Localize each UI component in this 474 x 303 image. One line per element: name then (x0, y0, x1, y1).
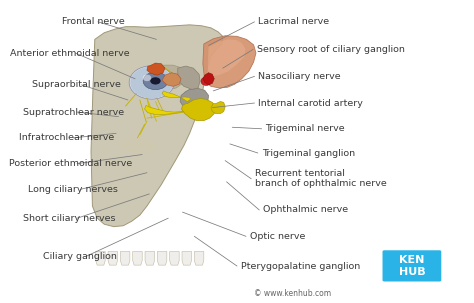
Polygon shape (211, 102, 225, 114)
Polygon shape (208, 39, 246, 76)
Ellipse shape (118, 138, 156, 153)
Text: Trigeminal ganglion: Trigeminal ganglion (262, 148, 355, 158)
Text: Recurrent tentorial
branch of ophthalmic nerve: Recurrent tentorial branch of ophthalmic… (255, 169, 387, 188)
Ellipse shape (143, 72, 168, 90)
Polygon shape (203, 36, 256, 88)
Text: Anterior ethmoidal nerve: Anterior ethmoidal nerve (10, 48, 130, 58)
Text: Ophthalmic nerve: Ophthalmic nerve (263, 205, 348, 215)
Text: Posterior ethmoidal nerve: Posterior ethmoidal nerve (9, 159, 133, 168)
Polygon shape (108, 251, 118, 265)
Polygon shape (147, 63, 165, 75)
Polygon shape (162, 73, 181, 86)
Polygon shape (133, 251, 142, 265)
Text: Internal carotid artery: Internal carotid artery (258, 98, 363, 108)
Polygon shape (180, 88, 209, 112)
Polygon shape (194, 251, 204, 265)
Polygon shape (157, 251, 167, 265)
Polygon shape (145, 105, 185, 115)
Polygon shape (162, 91, 191, 102)
Text: Infratrochlear nerve: Infratrochlear nerve (19, 133, 114, 142)
Text: Supraorbital nerve: Supraorbital nerve (32, 80, 121, 89)
Text: Supratrochlear nerve: Supratrochlear nerve (23, 108, 124, 117)
Polygon shape (91, 25, 223, 227)
Polygon shape (170, 251, 179, 265)
Polygon shape (182, 98, 216, 121)
Polygon shape (182, 251, 191, 265)
Text: Optic nerve: Optic nerve (250, 232, 305, 241)
Text: Lacrimal nerve: Lacrimal nerve (258, 17, 329, 26)
Text: Nasociliary nerve: Nasociliary nerve (258, 72, 341, 81)
Polygon shape (137, 65, 187, 90)
FancyBboxPatch shape (383, 250, 441, 281)
Polygon shape (145, 251, 155, 265)
Ellipse shape (143, 75, 151, 81)
Ellipse shape (129, 66, 174, 99)
Polygon shape (96, 251, 105, 265)
Ellipse shape (130, 67, 173, 98)
Polygon shape (203, 73, 214, 85)
Text: Trigeminal nerve: Trigeminal nerve (265, 124, 345, 133)
Text: Frontal nerve: Frontal nerve (62, 17, 124, 26)
Text: Long ciliary nerves: Long ciliary nerves (28, 185, 118, 194)
Ellipse shape (150, 77, 161, 85)
Polygon shape (178, 66, 200, 89)
Polygon shape (120, 251, 130, 265)
Text: © www.kenhub.com: © www.kenhub.com (255, 289, 331, 298)
Text: Sensory root of ciliary ganglion: Sensory root of ciliary ganglion (257, 45, 405, 54)
Text: Ciliary ganglion: Ciliary ganglion (43, 251, 117, 261)
Text: Short ciliary nerves: Short ciliary nerves (23, 214, 115, 223)
Text: KEN
HUB: KEN HUB (399, 255, 425, 277)
Ellipse shape (201, 77, 211, 85)
Text: Pterygopalatine ganglion: Pterygopalatine ganglion (241, 261, 360, 271)
